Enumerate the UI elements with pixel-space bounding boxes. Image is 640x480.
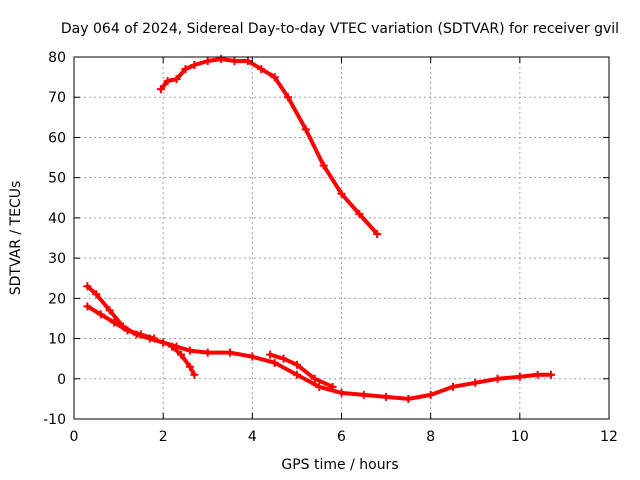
data-point: [448, 382, 457, 391]
x-tick-label: 0: [70, 429, 79, 445]
data-point: [185, 362, 194, 371]
data-point: [185, 346, 194, 355]
y-tick-label: -10: [43, 412, 66, 428]
data-point: [493, 374, 502, 383]
data-point: [123, 326, 132, 335]
data-point: [257, 65, 266, 74]
data-point: [226, 348, 235, 357]
series-line-arc-low-drop: [170, 344, 197, 377]
data-point: [83, 302, 92, 311]
y-tick-label: 70: [48, 90, 66, 106]
data-point: [96, 310, 105, 319]
x-tick-label: 12: [600, 429, 618, 445]
data-point: [292, 360, 301, 369]
data-point: [355, 209, 364, 218]
x-tick-label: 2: [159, 429, 168, 445]
data-point: [83, 282, 92, 291]
data-point: [270, 73, 279, 82]
data-point: [471, 378, 480, 387]
data-point: [266, 350, 275, 359]
data-point: [190, 370, 199, 379]
data-point: [373, 229, 382, 238]
data-point: [515, 372, 524, 381]
data-point: [105, 306, 114, 315]
y-tick-label: 50: [48, 171, 66, 187]
data-point: [319, 161, 328, 170]
data-point: [203, 57, 212, 66]
y-tick-label: 10: [48, 332, 66, 348]
data-point: [382, 392, 391, 401]
data-point: [177, 350, 185, 359]
data-point: [337, 388, 346, 397]
data-point: [310, 374, 319, 383]
data-point: [203, 348, 212, 357]
data-point: [92, 290, 101, 299]
data-point: [248, 352, 257, 361]
x-tick-label: 8: [426, 429, 435, 445]
y-tick-label: 0: [57, 372, 66, 388]
data-point: [426, 390, 435, 399]
data-point: [279, 354, 288, 363]
y-tick-label: 80: [48, 50, 66, 66]
y-tick-label: 20: [48, 291, 66, 307]
data-point: [110, 318, 119, 327]
data-point: [136, 330, 145, 339]
data-point: [270, 358, 279, 367]
data-point: [328, 382, 337, 391]
data-point: [181, 65, 190, 74]
y-tick-label: 40: [48, 211, 66, 227]
data-point: [547, 370, 556, 379]
x-tick-label: 6: [337, 429, 346, 445]
data-point: [163, 77, 172, 86]
x-tick-label: 10: [511, 429, 529, 445]
y-axis-label: SDTVAR / TECUs: [8, 181, 24, 296]
data-point: [533, 370, 542, 379]
data-point: [284, 93, 292, 102]
data-point: [159, 338, 168, 347]
chart-title: Day 064 of 2024, Sidereal Day-to-day VTE…: [61, 21, 619, 37]
data-point: [150, 334, 159, 343]
data-point: [359, 390, 368, 399]
data-point: [315, 382, 324, 391]
data-point: [168, 342, 177, 351]
data-point: [217, 55, 226, 64]
series-group: [83, 55, 556, 403]
data-point: [301, 125, 310, 134]
data-point: [292, 370, 301, 379]
y-tick-label: 30: [48, 251, 66, 267]
grid-lines: [74, 57, 609, 419]
series-line-arc-high: [158, 57, 380, 236]
data-point: [190, 61, 199, 70]
data-point: [337, 189, 346, 198]
data-point: [230, 57, 239, 66]
data-point: [156, 85, 165, 94]
data-point: [404, 394, 413, 403]
x-axis-label: GPS time / hours: [281, 457, 398, 473]
data-point: [243, 57, 252, 66]
y-tick-label: 60: [48, 130, 66, 146]
data-point: [172, 75, 181, 84]
x-tick-label: 4: [248, 429, 257, 445]
